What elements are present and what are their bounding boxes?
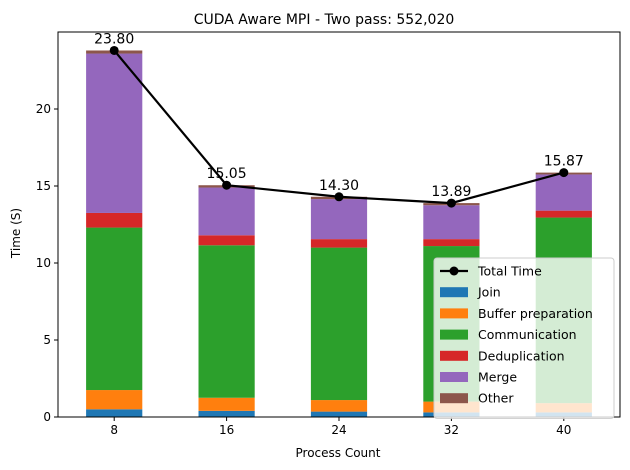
x-tick-label-32: 32 <box>444 423 459 437</box>
total-time-point-24 <box>334 192 344 202</box>
legend-swatch-other <box>440 393 468 404</box>
legend-swatch-buffer-preparation <box>440 308 468 319</box>
bar-communication-8 <box>86 227 143 391</box>
total-time-point-40 <box>559 168 569 178</box>
legend-label-total-time: Total Time <box>477 264 542 279</box>
bar-merge-16 <box>198 187 255 236</box>
bar-merge-24 <box>310 199 368 240</box>
bar-deduplication-40 <box>535 210 592 218</box>
x-tick-label-24: 24 <box>331 423 346 437</box>
bar-buffer-preparation-24 <box>310 400 368 412</box>
x-tick-label-16: 16 <box>219 423 234 437</box>
bar-deduplication-8 <box>86 212 143 228</box>
legend-label-other: Other <box>478 391 514 406</box>
x-axis-label: Process Count <box>296 446 381 460</box>
total-time-point-16 <box>222 180 232 190</box>
legend-label-join: Join <box>477 285 501 300</box>
total-time-label-16: 15.05 <box>207 166 247 182</box>
legend-label-buffer-preparation: Buffer preparation <box>478 306 593 321</box>
bar-deduplication-16 <box>198 235 255 246</box>
bar-join-8 <box>86 409 143 417</box>
bar-deduplication-32 <box>423 239 480 247</box>
bar-merge-32 <box>423 205 480 240</box>
x-tick-label-8: 8 <box>110 423 118 437</box>
total-time-point-32 <box>446 198 456 208</box>
y-tick-label-15: 15 <box>36 179 51 193</box>
bar-buffer-preparation-16 <box>198 397 255 411</box>
legend-label-deduplication: Deduplication <box>478 348 565 363</box>
y-tick-label-10: 10 <box>36 256 51 270</box>
y-tick-label-20: 20 <box>36 102 51 116</box>
legend: Total Time Join Buffer preparation Communic… <box>433 257 615 419</box>
total-time-point-8 <box>109 45 119 55</box>
y-tick-label-0: 0 <box>43 410 51 424</box>
bar-deduplication-24 <box>310 239 368 248</box>
bar-merge-8 <box>86 53 143 213</box>
legend-box <box>433 257 615 419</box>
total-time-label-8: 23.80 <box>94 31 134 47</box>
legend-swatch-communication <box>440 329 468 340</box>
total-time-label-40: 15.87 <box>544 154 584 170</box>
legend-marker-total-time <box>449 266 459 276</box>
y-tick-label-5: 5 <box>43 333 51 347</box>
legend-swatch-deduplication <box>440 350 468 361</box>
total-time-label-24: 14.30 <box>319 178 359 194</box>
bar-buffer-preparation-8 <box>86 390 143 410</box>
legend-swatch-merge <box>440 372 468 382</box>
legend-label-merge: Merge <box>478 370 517 385</box>
y-axis-label: Time (S) <box>9 208 23 259</box>
bar-communication-24 <box>310 247 368 401</box>
legend-label-communication: Communication <box>478 327 577 342</box>
total-time-label-32: 13.89 <box>431 184 471 200</box>
legend-swatch-join <box>440 287 468 298</box>
bar-merge-40 <box>535 174 592 211</box>
bar-join-24 <box>310 411 368 417</box>
x-tick-label-40: 40 <box>556 423 571 437</box>
chart-title: CUDA Aware MPI - Two pass: 552,020 <box>194 12 455 28</box>
bar-communication-16 <box>198 245 255 398</box>
bar-join-16 <box>198 410 255 417</box>
